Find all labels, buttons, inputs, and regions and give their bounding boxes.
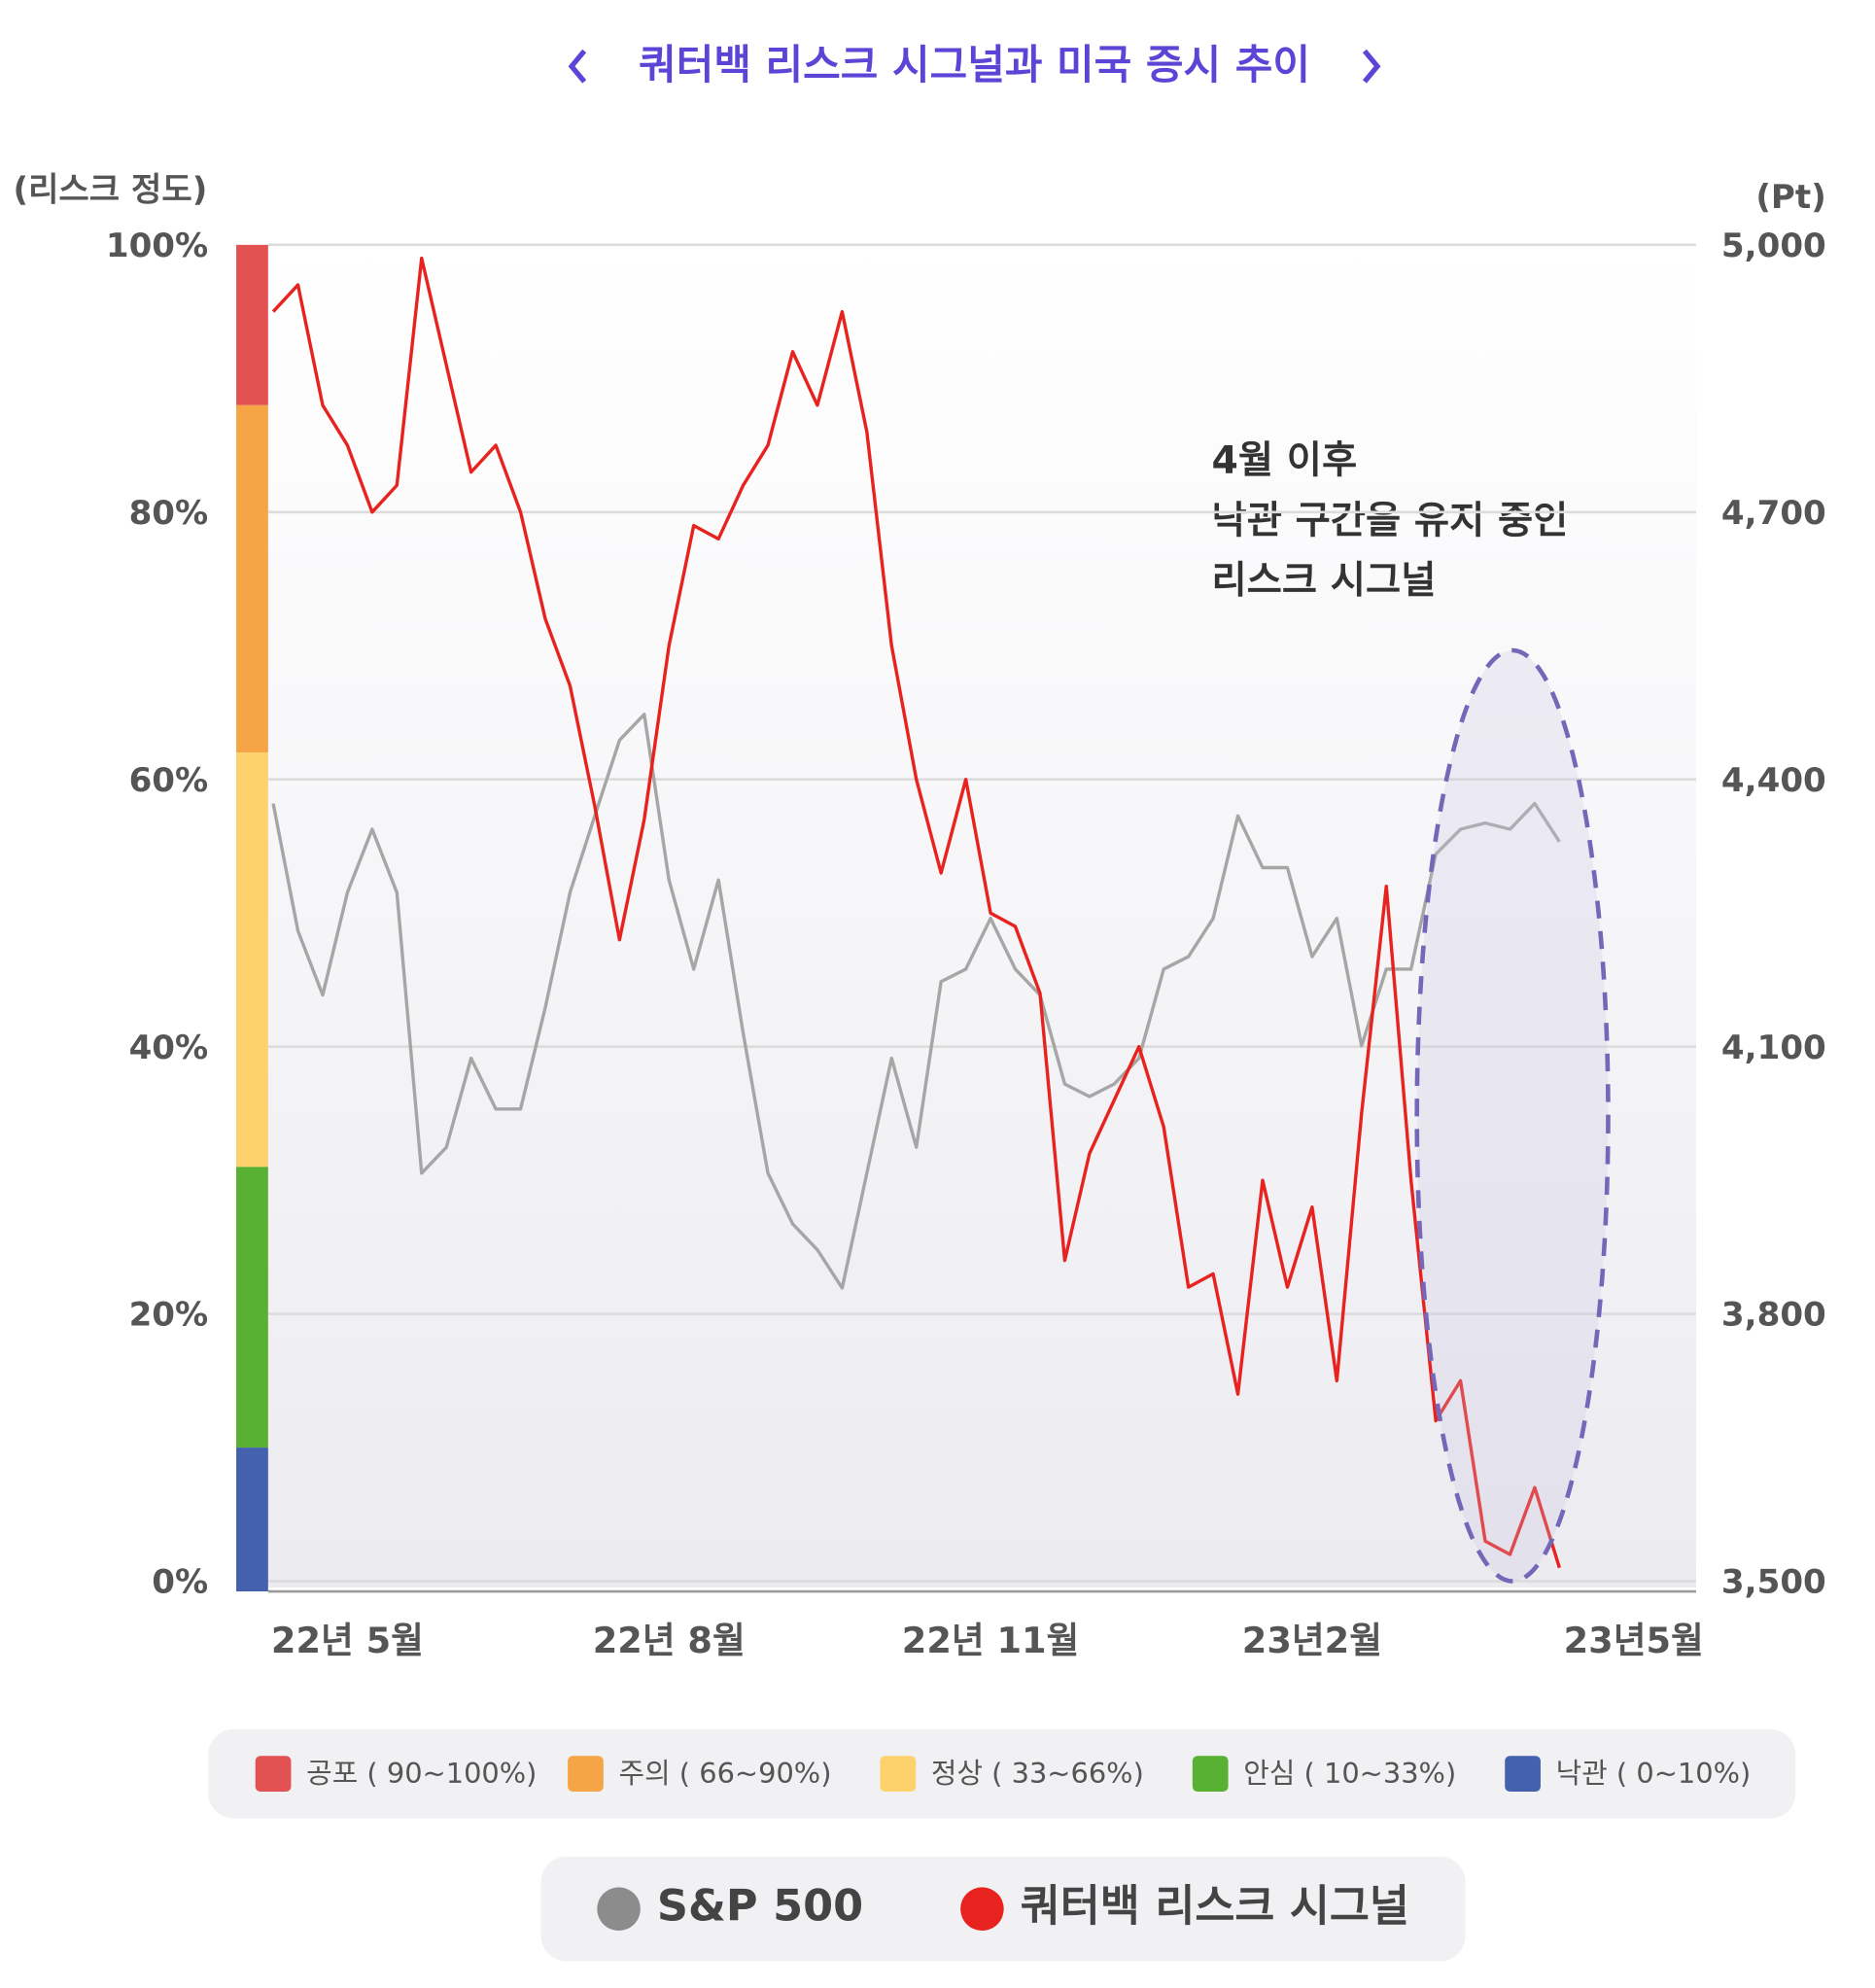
title-chevron <box>568 49 587 84</box>
risk-band <box>236 244 268 405</box>
band-legend-label: 공포 ( 90~100%) <box>306 1757 537 1790</box>
band-legend-swatch <box>880 1756 917 1792</box>
band-legend-label: 낙관 ( 0~10%) <box>1556 1757 1752 1790</box>
y-tick-label: 80% <box>129 494 209 533</box>
risk-band <box>236 404 268 753</box>
y-tick-label: 20% <box>129 1296 209 1335</box>
y2-tick-label: 4,100 <box>1721 1029 1826 1067</box>
x-tick-label: 23년5월 <box>1564 1620 1704 1661</box>
annotation: 낙관 구간을 유지 중인 <box>1212 498 1569 542</box>
annotation: 리스크 시그널 <box>1212 558 1437 603</box>
y2-tick-label: 4,400 <box>1721 761 1826 800</box>
plot-background <box>267 242 1696 1588</box>
y-axis-label: (리스크 정도) <box>13 170 207 209</box>
series-legend-dot <box>960 1887 1004 1931</box>
title-chevron <box>1362 49 1381 84</box>
x-tick-label: 22년 8월 <box>593 1620 746 1661</box>
series-line <box>271 713 1561 1290</box>
y-tick-label: 40% <box>129 1029 209 1067</box>
annotation: 4월 이후 <box>1212 438 1358 483</box>
y2-tick-label: 5,000 <box>1721 227 1826 265</box>
series-line <box>271 256 1561 1569</box>
series-legend-label: S&P 500 <box>657 1881 863 1932</box>
chart-title: 쿼터백 리스크 시그널과 미국 증시 추이 <box>639 41 1310 88</box>
highlight-ellipse <box>1414 647 1611 1584</box>
y2-tick-label: 3,500 <box>1721 1563 1826 1602</box>
band-legend-swatch <box>568 1756 604 1792</box>
band-legend-label: 안심 ( 10~33%) <box>1243 1757 1456 1790</box>
x-tick-label: 23년2월 <box>1242 1620 1382 1661</box>
series-legend-dot <box>597 1887 641 1931</box>
y2-tick-label: 3,800 <box>1721 1296 1826 1335</box>
x-tick-label: 22년 5월 <box>271 1620 424 1661</box>
risk-band <box>236 1167 268 1448</box>
plot <box>236 243 1696 1593</box>
y-tick-label: 60% <box>129 761 209 800</box>
band-legend-label: 정상 ( 33~66%) <box>931 1757 1144 1790</box>
y-tick-label: 0% <box>152 1563 208 1602</box>
y2-tick-label: 4,700 <box>1721 494 1826 533</box>
risk-band <box>236 752 268 1168</box>
series-legend-label: 쿼터백 리스크 시그널 <box>1021 1881 1409 1932</box>
band-legend-box <box>208 1728 1796 1819</box>
band-legend-swatch <box>1192 1756 1229 1792</box>
band-legend-label: 주의 ( 66~90%) <box>619 1757 832 1790</box>
x-tick-label: 22년 11월 <box>902 1620 1080 1661</box>
y-tick-label: 100% <box>106 227 208 265</box>
band-legend-swatch <box>1505 1756 1541 1792</box>
y2-axis-label: (Pt) <box>1755 178 1825 217</box>
band-legend-swatch <box>255 1756 292 1792</box>
risk-band <box>236 1447 268 1592</box>
